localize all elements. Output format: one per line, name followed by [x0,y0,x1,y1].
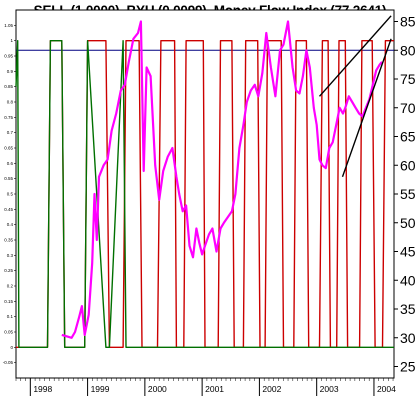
y-left-tick-label: 0.9 [7,69,14,74]
lower-trend-line [341,38,392,178]
y-left-tick-label: 0.4 [7,222,14,227]
y-left-tick-label: 0.45 [4,207,13,212]
y-left-tick-label: 0.8 [7,100,14,105]
y-right-tick-label: 65 [400,129,416,145]
y-left-tick-label: 0.7 [7,130,14,135]
y-left-tick-label: 0.75 [4,115,13,120]
x-tick-label: 2003 [320,384,339,394]
x-tick-label: 2000 [148,384,167,394]
y-left-tick-label: 0.2 [7,284,14,289]
y-left-tick-label: 1.05 [4,23,13,28]
y-right-tick-label: 85 [400,14,416,30]
y-right-tick-label: 80 [400,42,416,58]
upper-trend-line [318,15,392,97]
y-left-tick-label: 0.35 [4,238,13,243]
y-left-tick-label: 0.85 [4,84,13,89]
y-left-tick-label: 0.95 [4,54,13,59]
sell-signal-line [16,40,394,348]
buy-signal-line [15,40,394,348]
y-left-tick-label: 0.65 [4,146,13,151]
x-tick-label: 2002 [262,384,281,394]
money-flow-index-line [61,20,383,339]
y-right-tick-label: 50 [400,215,416,231]
y-right-tick-label: 75 [400,71,416,87]
y-left-tick-label: 0.6 [7,161,14,166]
y-left-tick-label: 0 [10,345,13,350]
y-right-tick-label: 55 [400,186,416,202]
x-tick-label: 2001 [205,384,224,394]
y-left-tick-label: 0.3 [7,253,14,258]
y-right-tick-label: 40 [400,272,416,288]
y-left-tick-label: -0.05 [3,360,14,365]
y-left-tick-label: 0.15 [4,299,13,304]
y-right-tick-label: 70 [400,100,416,116]
y-left-tick-label: 0.1 [7,314,14,319]
y-right-tick-label: 60 [400,157,416,173]
y-right-tick-label: 35 [400,301,416,317]
y-left-tick-label: 1 [10,38,13,43]
x-tick-label: 1998 [33,384,52,394]
y-left-tick-label: 0.05 [4,330,13,335]
x-tick-label: 1999 [91,384,110,394]
y-right-tick-label: 25 [400,359,416,375]
x-tick-label: 2004 [377,384,396,394]
y-left-tick-label: 0.5 [7,192,14,197]
y-right-tick-label: 30 [400,330,416,346]
y-left-tick-label: 0.55 [4,176,13,181]
y-right-tick-label: 45 [400,244,416,260]
y-left-tick-label: 0.25 [4,268,13,273]
